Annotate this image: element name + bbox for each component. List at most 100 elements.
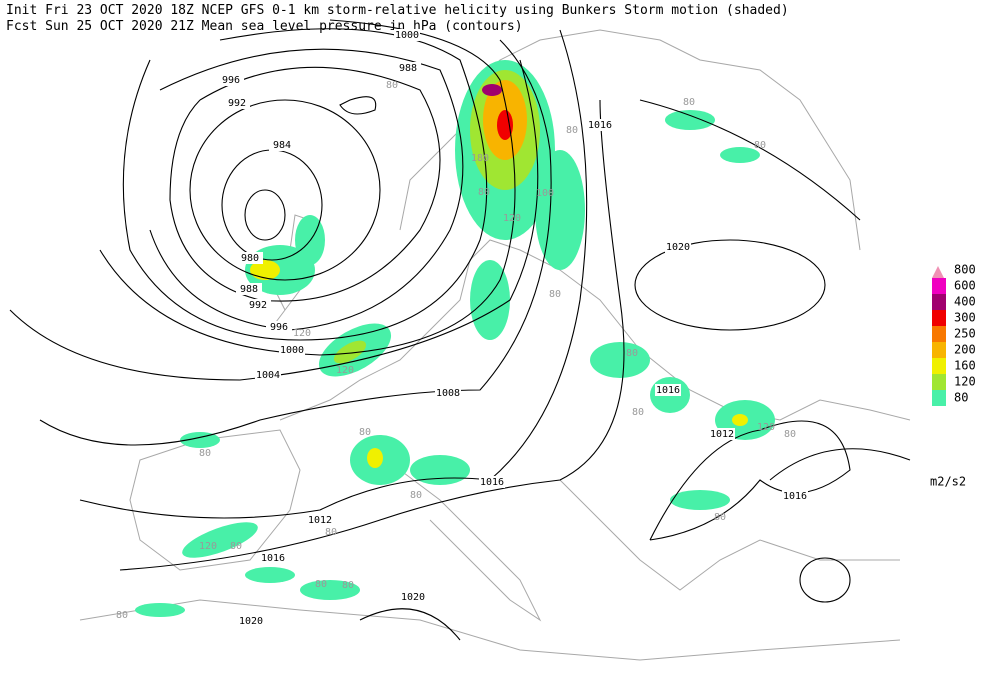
legend-unit: m2/s2 [930,475,966,489]
legend-label: 250 [954,327,976,341]
coastline [399,29,861,251]
coastline [279,239,911,421]
contour-label: 980 [241,253,259,264]
legend-swatch [932,342,946,358]
legend-swatch [932,278,946,294]
shade-label: 80 [116,610,128,621]
contour-label: 1000 [395,30,419,41]
contour-label: 1008 [436,388,460,399]
coastline [79,599,901,661]
legend-label: 400 [954,295,976,309]
shade-300 [497,110,513,140]
legend-swatch [932,294,946,310]
contour-label-bg [394,29,420,41]
shade-80 [470,260,510,340]
legend-swatch [932,374,946,390]
shade-label: 80 [566,125,578,136]
isobar [769,448,911,481]
contour-label-bg [260,552,286,564]
contour-label-bg [479,476,505,488]
isobar [189,99,381,281]
contour-label-bg [655,384,681,396]
legend-label: 600 [954,279,976,293]
legend-swatch [932,326,946,342]
contour-label-bg [782,490,808,502]
shade-160 [367,448,383,468]
shade-160 [250,260,280,280]
shade-label: 120 [336,365,354,376]
shade-label: 80 [683,97,695,108]
legend-swatch [932,358,946,374]
isobar [639,99,861,221]
contour-label: 1000 [280,345,304,356]
shade-label: 80 [632,407,644,418]
isobar [99,19,516,356]
isobar [244,189,286,241]
shade-label: 80 [199,448,211,459]
shade-80 [245,567,295,583]
shade-label: 180 [471,153,489,164]
isobar [359,608,461,641]
contour-label: 988 [240,284,258,295]
contour-label: 1016 [656,385,680,396]
legend-label: 300 [954,311,976,325]
shade-80 [590,342,650,378]
legend-label: 800 [954,263,976,277]
contour-label-bg [236,283,262,295]
contour-label: 1016 [261,553,285,564]
contour-label-bg [587,119,613,131]
shade-label: 80 [549,289,561,300]
contour-label-bg [238,615,264,627]
isobars [9,19,911,641]
shade-120 [333,340,367,364]
contour-label-bg [395,62,421,74]
shade-label: 80 [754,140,766,151]
shade-400 [482,84,502,96]
legend-swatch [932,390,946,406]
contour-label-bg [218,74,244,86]
contour-label: 984 [273,140,291,151]
contour-label-bg [255,369,281,381]
contour-label: 1012 [308,515,332,526]
contour-label: 992 [228,98,246,109]
contour-label: 1020 [401,592,425,603]
coastline [559,479,900,591]
shade-80 [180,432,220,448]
contour-label: 1020 [239,616,263,627]
isobar [149,48,464,331]
shade-label: 100 [536,188,554,199]
isobar [799,557,851,603]
contour-label: 1012 [710,429,734,440]
shade-label: 80 [315,579,327,590]
legend-label: 120 [954,375,976,389]
shade-label: 80 [478,187,490,198]
isobar [169,66,441,302]
shade-label: 120 [503,213,521,224]
shade-label: 80 [342,580,354,591]
legend-label: 80 [954,391,968,405]
contour-label-bg [269,139,295,151]
shade-80 [135,603,185,617]
shade-160 [732,414,748,426]
isobar [122,28,488,341]
shade-label: 80 [626,348,638,359]
isobar [119,99,625,571]
legend-swatch [932,310,946,326]
shade-label: 80 [410,490,422,501]
contour-label: 988 [399,63,417,74]
contour-label-bg [224,97,250,109]
isobar [39,39,552,446]
shade-label: 80 [230,541,242,552]
header-line: Init Fri 23 OCT 2020 18Z NCEP GFS 0-1 km… [6,3,789,18]
shade-80 [535,150,585,270]
contour-label-bg [665,241,691,253]
shade-label: 80 [386,80,398,91]
contour-label-bg [245,299,271,311]
coastline [129,429,301,571]
contour-label-bg [237,252,263,264]
isobar [634,239,826,331]
contour-label-bg [400,591,426,603]
contour-label: 1016 [783,491,807,502]
